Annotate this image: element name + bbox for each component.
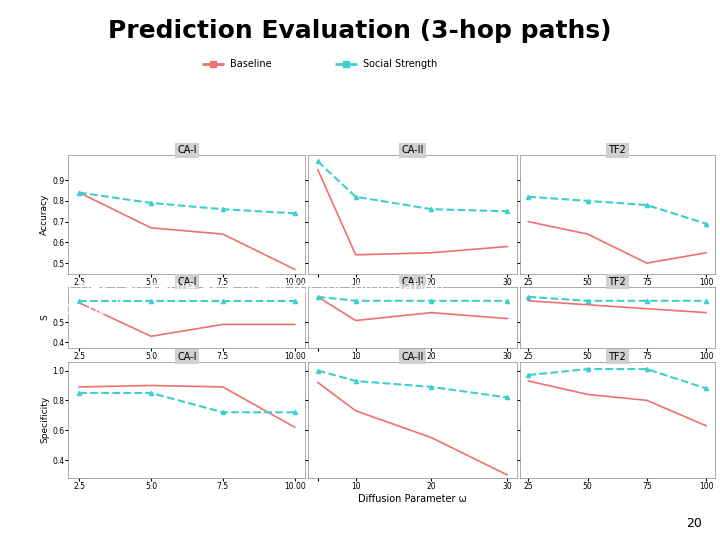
Title: CA-II: CA-II — [401, 277, 423, 287]
Text: 20: 20 — [686, 517, 702, 530]
Y-axis label: Accuracy: Accuracy — [40, 194, 50, 235]
Y-axis label: S: S — [40, 315, 50, 320]
Text: Indirect ties can serve as a predictor for information
diffusion paths.: Indirect ties can serve as a predictor f… — [12, 279, 445, 318]
Title: TF2: TF2 — [608, 277, 626, 287]
Title: TF2: TF2 — [608, 145, 626, 155]
X-axis label: Diffusion Parameter ω: Diffusion Parameter ω — [358, 494, 467, 504]
Y-axis label: Specificity: Specificity — [40, 396, 50, 443]
Title: CA-II: CA-II — [401, 352, 423, 361]
Title: CA-I: CA-I — [177, 145, 197, 155]
Title: CA-II: CA-II — [401, 145, 423, 155]
Title: CA-I: CA-I — [177, 277, 197, 287]
Text: Prediction Evaluation (3-hop paths): Prediction Evaluation (3-hop paths) — [108, 19, 612, 43]
Text: Social Strength: Social Strength — [363, 59, 438, 69]
Text: Baseline: Baseline — [230, 59, 271, 69]
Title: TF2: TF2 — [608, 352, 626, 361]
Title: CA-I: CA-I — [177, 352, 197, 361]
